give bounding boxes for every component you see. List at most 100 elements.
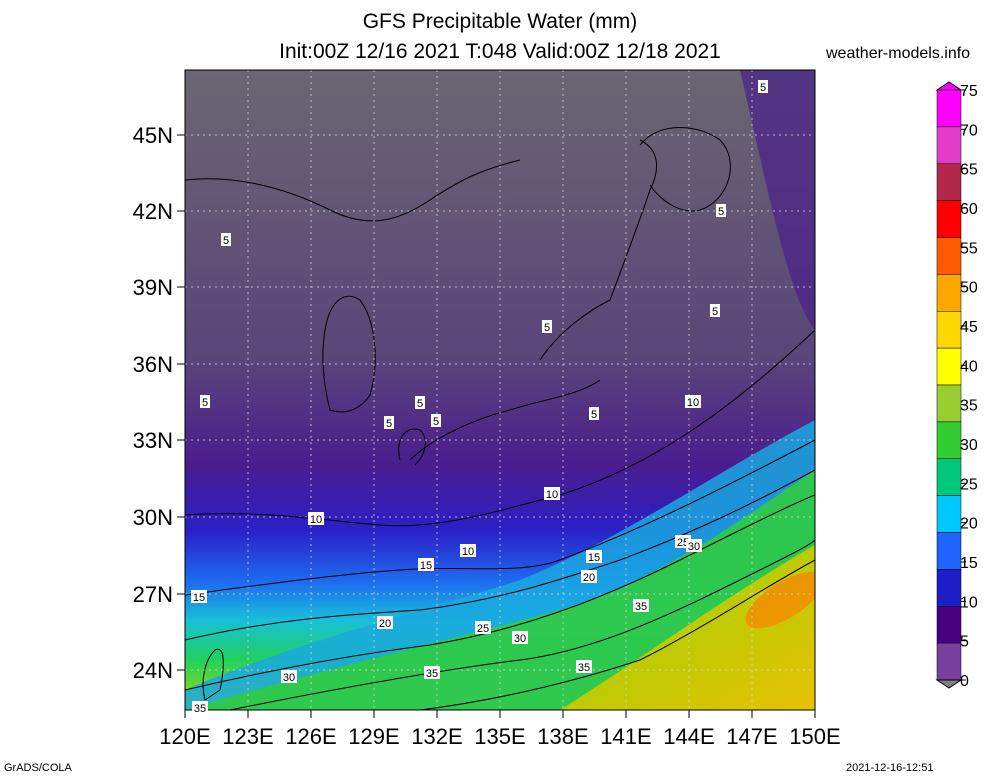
contour-label-bg xyxy=(308,512,324,525)
contour-label-bg xyxy=(633,599,649,612)
colorbar-label: 55 xyxy=(960,240,978,257)
colorbar-segment xyxy=(936,274,962,312)
dry-east xyxy=(740,70,815,330)
colorbar-segment xyxy=(936,458,962,496)
site-label: weather-models.info xyxy=(826,45,971,62)
contour-label: 5 xyxy=(591,409,597,421)
contour-label-bg xyxy=(431,414,441,427)
lat-label: 24N xyxy=(133,658,173,683)
colorbar-segment xyxy=(936,495,962,533)
colorbar-segment xyxy=(936,311,962,349)
contour-label: 35 xyxy=(578,662,590,674)
colorbar-label: 10 xyxy=(960,594,978,611)
colorbar-label: 30 xyxy=(960,437,978,454)
longitude-labels: 120E 123E 126E 129E 132E 135E 138E 141E 144E 147E… xyxy=(159,710,841,749)
colorbar-label: 0 xyxy=(960,673,969,690)
lon-label: 123E xyxy=(222,724,273,749)
contour-label: 5 xyxy=(712,306,718,318)
colorbar-label: 40 xyxy=(960,358,978,375)
contour-label: 15 xyxy=(193,592,205,604)
contour-label: 15 xyxy=(420,560,432,572)
contour-label-bg xyxy=(758,80,768,93)
contour-label: 5 xyxy=(202,397,208,409)
contour-label: 30 xyxy=(688,541,700,553)
colorbar-min-arrow xyxy=(935,679,963,689)
contour-label: 15 xyxy=(588,552,600,564)
contour-label-bg xyxy=(415,396,425,409)
colorbar-segment xyxy=(936,163,962,201)
footer-timestamp: 2021-12-16-12:51 xyxy=(846,762,934,774)
contour-label: 20 xyxy=(379,618,391,630)
lon-label: 120E xyxy=(159,724,210,749)
contour-label-bg xyxy=(581,570,597,583)
contour-label: 10 xyxy=(546,489,558,501)
colorbar-label: 65 xyxy=(960,162,978,179)
contour-label-bg xyxy=(686,539,702,552)
colorbar-segment xyxy=(936,237,962,275)
lat-label: 27N xyxy=(133,582,173,607)
colorbar-label: 25 xyxy=(960,476,978,493)
colorbar-label: 45 xyxy=(960,319,978,336)
colorbar-segment xyxy=(936,606,962,644)
lon-label: 135E xyxy=(474,724,525,749)
lon-label: 141E xyxy=(600,724,651,749)
colorbar-segment xyxy=(936,569,962,607)
contour-label: 5 xyxy=(433,416,439,428)
contour-label-bg xyxy=(200,395,210,408)
colorbar-label: 5 xyxy=(960,634,969,651)
contour-label-bg xyxy=(586,550,602,563)
contour-label: 5 xyxy=(718,206,724,218)
colorbar-label: 15 xyxy=(960,555,978,572)
contour-label-bg xyxy=(384,416,394,429)
contour-label: 5 xyxy=(544,322,550,334)
lon-label: 144E xyxy=(663,724,714,749)
contour-label-bg xyxy=(685,395,701,408)
colorbar-label: 50 xyxy=(960,280,978,297)
latitude-labels: 45N 42N 39N 36N 33N 30N 27N 24N xyxy=(133,123,185,683)
contour-label-bg xyxy=(221,233,231,246)
contour-label: 30 xyxy=(514,633,526,645)
contour-label: 5 xyxy=(417,398,423,410)
lon-label: 129E xyxy=(348,724,399,749)
lat-label: 39N xyxy=(133,275,173,300)
lon-label: 150E xyxy=(789,724,840,749)
lon-label: 138E xyxy=(537,724,588,749)
grid-lines xyxy=(185,70,815,710)
contour-label-bg xyxy=(377,616,393,629)
contour-label-bg xyxy=(281,670,297,683)
colorbar-segment xyxy=(936,421,962,459)
colorbar-label: 60 xyxy=(960,201,978,218)
contour-label: 35 xyxy=(426,668,438,680)
lon-label: 132E xyxy=(411,724,462,749)
tropical-band xyxy=(560,545,815,710)
contour-label-bg xyxy=(544,487,560,500)
colorbar-label: 35 xyxy=(960,398,978,415)
contour-label-bg xyxy=(475,621,491,634)
colorbar-segment xyxy=(936,642,962,681)
colorbar-segment xyxy=(936,126,962,164)
contour-label: 5 xyxy=(760,82,766,94)
contour-label-bg xyxy=(192,701,208,714)
contour-label-bg xyxy=(460,544,476,557)
contour-label: 25 xyxy=(477,623,489,635)
colorbar-label: 75 xyxy=(960,83,978,100)
colorbar-max-arrow xyxy=(935,81,963,91)
contour-label: 35 xyxy=(194,703,206,715)
orange-core xyxy=(745,571,815,629)
lat-label: 42N xyxy=(133,199,173,224)
lat-label: 36N xyxy=(133,352,173,377)
chart-title: GFS Precipitable Water (mm) xyxy=(362,10,638,33)
contour-label: 5 xyxy=(223,235,229,247)
lon-label: 126E xyxy=(285,724,336,749)
contour-label: 30 xyxy=(283,672,295,684)
contour-label: 35 xyxy=(635,601,647,613)
contour-label: 10 xyxy=(687,397,699,409)
contour-label-bg xyxy=(191,590,207,603)
contour-label: 20 xyxy=(583,572,595,584)
contour-label-bg xyxy=(418,558,434,571)
contour-label-bg xyxy=(716,204,726,217)
lon-label: 147E xyxy=(726,724,777,749)
